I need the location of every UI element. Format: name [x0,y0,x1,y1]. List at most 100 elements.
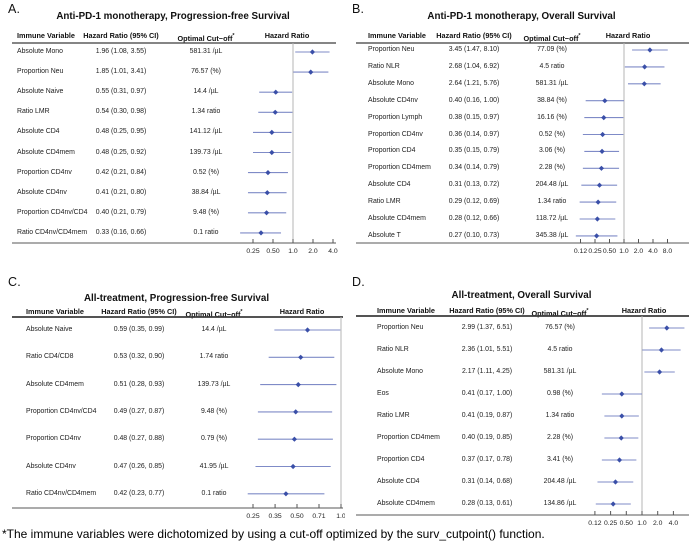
row-cutoff-cell: 3.41 (%) [546,456,574,463]
hr-marker [599,148,605,154]
row-cutoff-cell: 141.12 /µL [189,128,223,136]
row-hr-ci-cell: 0.40 (0.21, 0.79) [95,208,147,216]
row-variable-cell: Proportion CD4nv [26,435,81,443]
hr-marker [601,115,607,121]
column-header-plot: Hazard Ratio [605,31,651,40]
row-cutoff-cell: 139.73 /µL [197,380,231,388]
hr-marker [619,413,625,419]
axis-tick-label: 0.12 [574,248,587,255]
row-cutoff-cell: 0.79 (%) [200,435,228,443]
row-variable-cell: Proportion Neu [17,68,64,76]
axis-tick-label: 0.25 [588,248,601,255]
row-cutoff-cell: 9.48 (%) [200,407,228,415]
hr-marker [618,435,624,441]
panel-label: D. [352,275,365,289]
row-hr-ci-cell: 3.45 (1.47, 8.10) [448,46,500,53]
row-variable-cell: Absolute CD4 [17,128,60,136]
hr-marker [269,129,275,135]
row-variable-cell: Proportion CD4 [368,147,416,155]
row-variable-cell: Absolute Mono [368,79,414,87]
row-cutoff-cell: 1.74 ratio [199,353,229,361]
row-hr-ci-cell: 0.34 (0.14, 0.79) [448,164,500,172]
row-cutoff-cell: 0.52 (%) [192,168,220,176]
forest-plot-svg: 0.25 0.50 1.0 2.0 4.0 [12,42,338,255]
column-header-cutoff-text: Optimal Cut−off [177,34,233,43]
row-cutoff-cell: 38.84 /µL [191,188,221,196]
hr-marker [600,131,606,138]
row-cutoff-cell: 0.52 (%) [538,130,566,138]
row-cutoff-cell: 345.38 /µL [535,231,569,239]
row-variable-cell: Proportion Neu [377,324,424,331]
row-variable-cell: Ratio LMR [17,108,50,116]
column-header-variable: Immune Variable [368,31,426,40]
row-cutoff-cell: 1.34 ratio [191,108,221,116]
hr-marker [295,382,301,388]
column-header-plot: Hazard Ratio [264,31,310,40]
hr-marker [642,64,648,70]
hr-marker [596,182,603,188]
row-variable-cell: Absolute Naive [17,88,64,96]
row-cutoff-cell: 41.95 /µL [199,462,229,470]
row-hr-ci-cell: 0.48 (0.25, 0.92) [95,148,147,156]
axis-tick-label: 0.35 [268,513,281,520]
axis-tick-label: 0.50 [290,513,303,520]
panel-label: C. [8,275,21,289]
row-hr-ci-cell: 1.85 (1.01, 3.41) [95,68,147,76]
row-hr-ci-cell: 0.48 (0.25, 0.95) [95,128,147,136]
column-header-variable: Immune Variable [17,31,75,40]
axis-tick-label: 0.25 [246,248,259,255]
row-cutoff-cell: 4.5 ratio [547,346,573,353]
row-variable-cell: Ratio LMR [368,198,401,206]
axis-tick-label: 1.0 [288,248,298,255]
forest-panel-c: C. All-treatment, Progression-free Surviv… [8,275,345,541]
forest-panel-b: B. Anti-PD-1 monotherapy, Overall Surviva… [352,2,691,268]
column-header-hr-ci: Hazard Ratio (95% CI) [101,307,177,316]
axis-tick-label: 1.0 [336,513,345,520]
axis-tick-label: 1.0 [637,520,647,527]
cutoff-footnote-asterisk: * [240,309,243,315]
row-variable-cell: Absolute Mono [17,48,63,55]
row-hr-ci-cell: 0.33 (0.16, 0.66) [95,228,147,236]
hr-marker [619,391,625,397]
row-hr-ci-cell: 0.36 (0.14, 0.97) [448,130,500,138]
axis-tick-label: 0.71 [312,513,325,520]
hr-marker [291,436,298,442]
row-variable-cell: Absolute CD4 [368,181,411,189]
row-cutoff-cell: 581.31 /µL [535,79,569,87]
axis-tick-label: 4.0 [648,248,658,255]
row-cutoff-cell: 4.5 ratio [539,62,565,70]
row-hr-ci-cell: 0.51 (0.28, 0.93) [113,380,165,388]
hr-marker [304,327,311,333]
hr-marker [309,49,316,55]
row-cutoff-cell: 2.28 (%) [538,164,566,172]
column-header-cutoff: Optimal Cut−off* [177,32,234,43]
hr-marker [595,199,601,205]
hr-marker [283,491,289,497]
row-hr-ci-cell: 0.41 (0.21, 0.80) [95,188,147,196]
row-variable-cell: Ratio NLR [368,62,400,70]
row-variable-cell: Absolute CD4nv [17,188,67,196]
hr-marker [293,409,299,415]
hr-marker [598,165,605,171]
row-cutoff-cell: 1.34 ratio [537,198,567,206]
forest-panel-a: A. Anti-PD-1 monotherapy, Progression-fre… [8,2,338,268]
row-variable-cell: Proportion CD4nv [17,168,72,176]
row-cutoff-cell: 204.48 /µL [535,181,569,189]
row-hr-ci-cell: 0.48 (0.27, 0.88) [113,435,165,443]
row-variable-cell: Proportion CD4nv/CD4 [17,208,88,216]
hr-marker [258,230,264,236]
row-variable-cell: Proportion CD4mem [368,164,431,172]
axis-tick-label: 0.50 [266,248,279,255]
hr-marker [612,479,619,485]
hr-marker [658,347,665,353]
row-variable-cell: Absolute CD4mem [368,215,426,222]
hr-marker [656,369,663,375]
row-cutoff-cell: 3.06 (%) [538,147,566,155]
hr-marker [647,47,653,53]
column-header-plot: Hazard Ratio [621,306,667,315]
forest-panel-d: D. All-treatment, Overall Survival Immune … [352,275,691,541]
hr-marker [273,89,279,95]
row-cutoff-cell: 16.16 (%) [537,113,567,121]
column-header-hr-ci: Hazard Ratio (95% CI) [83,31,159,40]
row-variable-cell: Absolute T [368,231,401,239]
